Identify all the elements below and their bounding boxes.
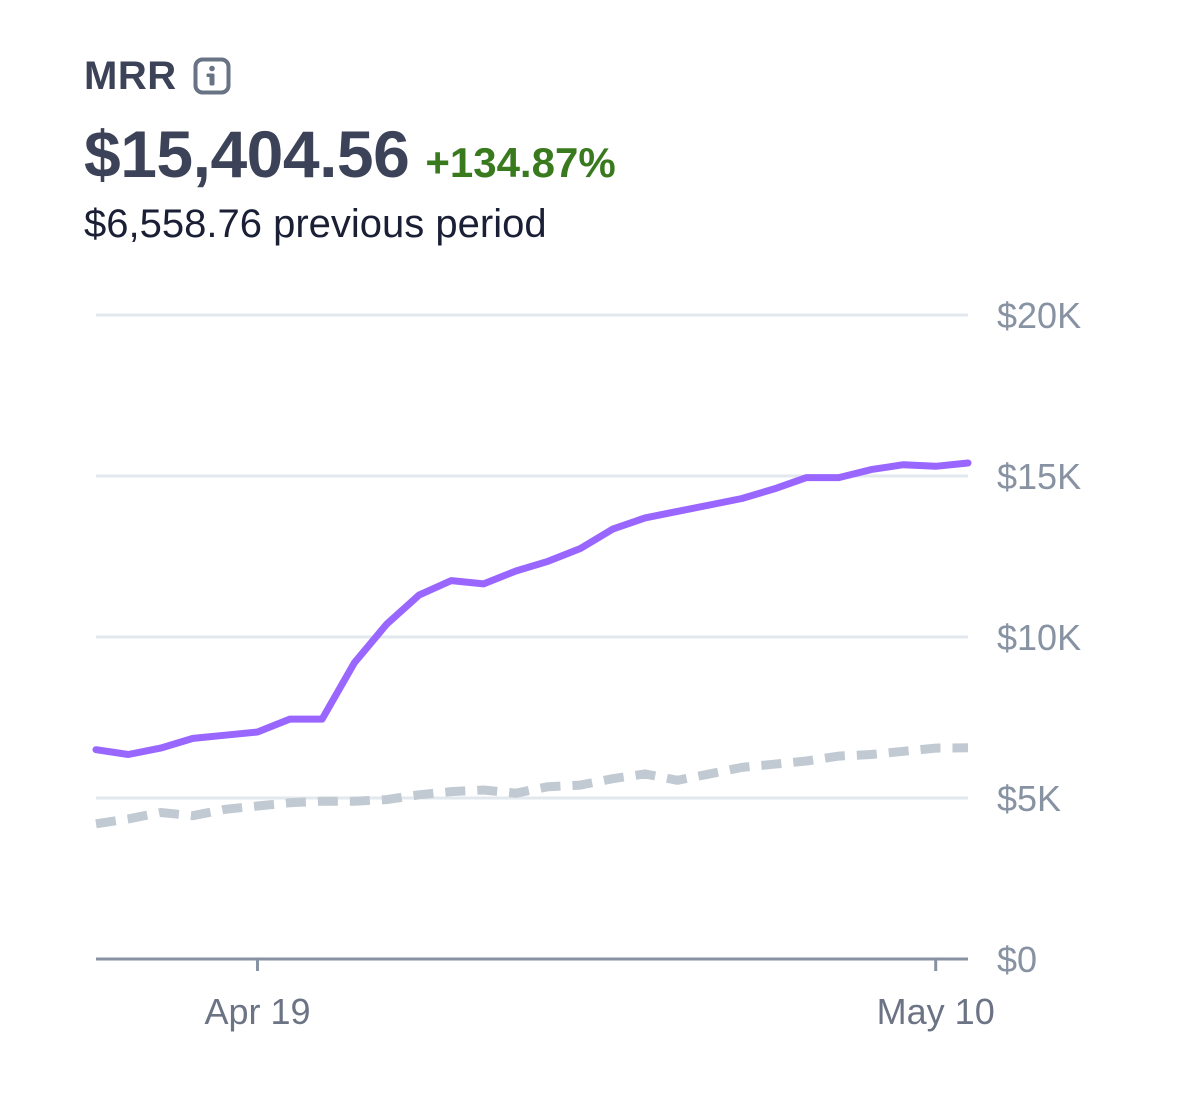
previous-period-point [192, 815, 193, 816]
current-period-line [92, 459, 972, 758]
metric-change: +134.87% [425, 139, 616, 186]
current-period-point [645, 517, 646, 518]
y-tick-label: $20K [997, 295, 1081, 336]
current-period-point [419, 595, 420, 596]
previous-label: previous period [273, 202, 547, 246]
previous-period-point [257, 806, 258, 807]
current-period-point [192, 738, 193, 739]
current-period-point [225, 735, 226, 736]
current-period-point [838, 477, 839, 478]
previous-period-point [612, 778, 613, 779]
previous-period-point [354, 801, 355, 802]
current-period-point [871, 469, 872, 470]
y-tick-label: $0 [997, 939, 1037, 980]
previous-period-point [160, 812, 161, 813]
title-row: MRR [84, 50, 616, 102]
previous-period-point [677, 780, 678, 781]
current-period-point [709, 505, 710, 506]
value-row: $15,404.56 +134.87% [84, 116, 616, 192]
info-icon[interactable] [193, 57, 231, 95]
current-period-point [935, 466, 936, 467]
previous-period-point [935, 748, 936, 749]
previous-period-point [645, 773, 646, 774]
previous-period-point [838, 756, 839, 757]
previous-period-point [903, 751, 904, 752]
series-lines [92, 459, 972, 829]
previous-period-point [709, 773, 710, 774]
y-tick-label: $15K [997, 456, 1081, 497]
current-period-point [580, 548, 581, 549]
gridlines [96, 313, 968, 800]
x-tick-label: May 10 [877, 991, 995, 1032]
current-period-point [160, 748, 161, 749]
current-period-point [289, 719, 290, 720]
metric-title: MRR [84, 53, 177, 98]
metric-header: MRR $15,404.56 +134.87% $6,558.76 previo… [84, 50, 616, 247]
previous-period-point [128, 818, 129, 819]
current-period-point [451, 580, 452, 581]
previous-period-line [95, 743, 969, 829]
current-period-point [677, 511, 678, 512]
previous-period-point [225, 809, 226, 810]
current-period-point [128, 754, 129, 755]
x-tick-label: Apr 19 [204, 991, 310, 1032]
current-period-point [774, 488, 775, 489]
previous-period-point [483, 790, 484, 791]
current-period-point [322, 719, 323, 720]
current-period-point [515, 571, 516, 572]
previous-period-point [386, 799, 387, 800]
current-period-point [968, 463, 969, 464]
y-tick-label: $10K [997, 617, 1081, 658]
current-period-point [548, 561, 549, 562]
tick-labels: $0 $5K $10K $15K $20K Apr 19 May 10 [204, 295, 1081, 1032]
current-period-point [903, 464, 904, 465]
metric-value: $15,404.56 [84, 117, 410, 191]
current-period-point [96, 749, 97, 750]
current-period-point [257, 732, 258, 733]
previous-period-point [548, 786, 549, 787]
previous-period: $6,558.76 previous period [84, 202, 616, 247]
previous-period-point [515, 793, 516, 794]
current-period-point [483, 583, 484, 584]
current-period-point [354, 662, 355, 663]
previous-period-point [968, 747, 969, 748]
y-tick-label: $5K [997, 778, 1061, 819]
previous-period-point [741, 767, 742, 768]
previous-period-point [96, 823, 97, 824]
previous-value: $6,558.76 [84, 202, 262, 246]
previous-period-point [806, 761, 807, 762]
previous-period-point [451, 791, 452, 792]
current-period-point [741, 498, 742, 499]
current-period-point [806, 477, 807, 478]
previous-period-point [322, 801, 323, 802]
current-period-point [612, 529, 613, 530]
previous-period-point [774, 764, 775, 765]
previous-period-point [871, 754, 872, 755]
current-period-point [386, 624, 387, 625]
x-axis [96, 957, 968, 971]
previous-period-point [580, 785, 581, 786]
previous-period-point [419, 794, 420, 795]
previous-period-point [289, 802, 290, 803]
